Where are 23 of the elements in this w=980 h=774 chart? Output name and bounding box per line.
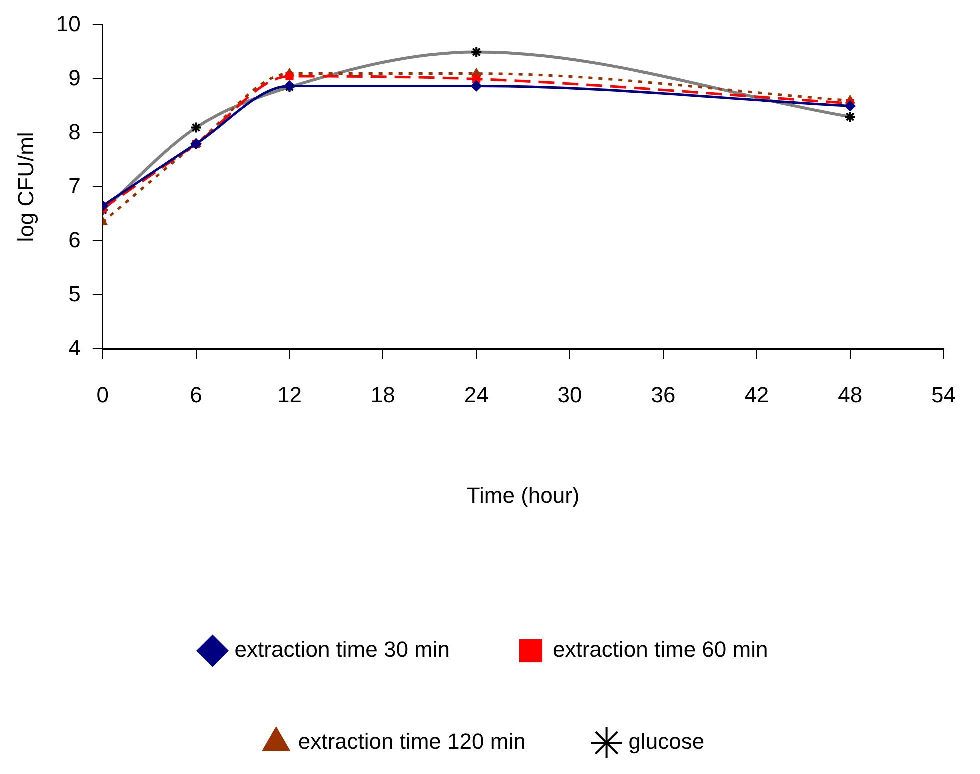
- y-tick-label: 4: [68, 335, 81, 360]
- y-axis-title: log CFU/ml: [13, 132, 38, 242]
- y-tick-label: 8: [68, 119, 81, 144]
- x-tick-label: 54: [932, 382, 956, 408]
- x-tick-label: 24: [464, 382, 489, 408]
- legend-label: extraction time 120 min: [298, 729, 526, 754]
- y-tick-label: 5: [68, 281, 81, 306]
- legend-label: extraction time 60 min: [553, 637, 768, 662]
- x-tick-label: 18: [370, 382, 396, 408]
- y-tick-label: 7: [68, 173, 81, 198]
- legend-label: glucose: [628, 729, 705, 754]
- legend-label: extraction time 30 min: [234, 637, 450, 662]
- x-tick-label: 12: [277, 382, 302, 408]
- x-tick-label: 0: [96, 382, 109, 408]
- x-tick-label: 30: [558, 382, 582, 408]
- x-tick-label: 6: [190, 382, 202, 408]
- x-axis-title: Time (hour): [466, 482, 580, 508]
- x-tick-label: 48: [838, 382, 863, 408]
- x-tick-label: 36: [651, 382, 676, 408]
- x-tick-label: 42: [744, 382, 770, 408]
- y-tick-label: 9: [68, 65, 81, 90]
- y-tick-label: 10: [56, 11, 81, 36]
- y-tick-label: 6: [68, 227, 81, 252]
